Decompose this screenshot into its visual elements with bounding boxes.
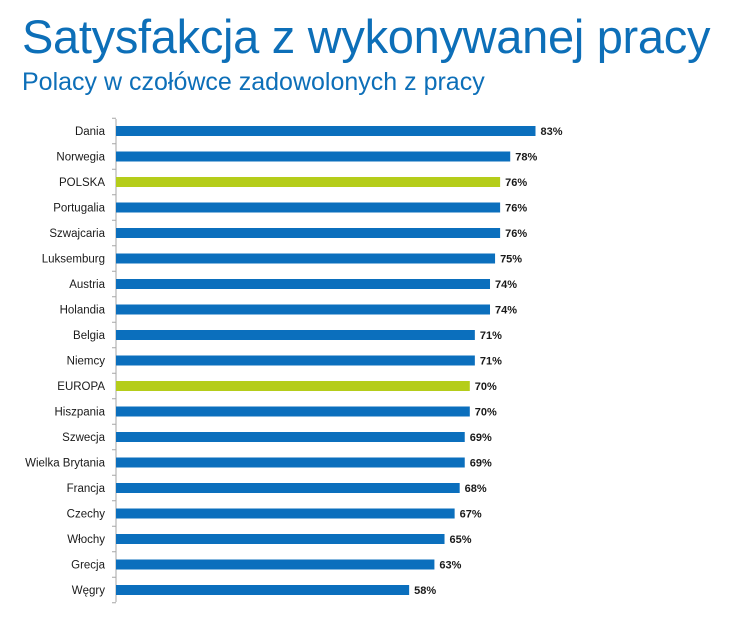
data-label: 76% xyxy=(505,177,527,189)
data-label: 83% xyxy=(540,126,562,138)
bar xyxy=(116,559,435,570)
bar xyxy=(116,457,465,468)
category-label: Szwajcaria xyxy=(49,228,105,240)
data-label: 75% xyxy=(500,254,522,266)
category-label: Grecja xyxy=(71,560,105,572)
category-label: Hiszpania xyxy=(55,407,106,419)
data-label: 70% xyxy=(475,407,497,419)
category-label: Szwecja xyxy=(62,432,105,444)
category-label: Luksemburg xyxy=(42,254,105,266)
data-label: 74% xyxy=(495,279,517,291)
bar xyxy=(116,228,501,238)
bar xyxy=(116,585,410,595)
bar xyxy=(116,330,475,340)
category-label: POLSKA xyxy=(59,177,105,189)
bar xyxy=(116,534,445,544)
bar xyxy=(116,432,465,442)
bar xyxy=(116,406,470,417)
category-label: Belgia xyxy=(73,330,106,342)
bar xyxy=(116,202,501,213)
bar-highlighted xyxy=(116,381,470,391)
bar xyxy=(116,151,511,162)
category-label: Dania xyxy=(75,126,106,138)
data-label: 76% xyxy=(505,228,527,240)
category-label: Włochy xyxy=(67,534,105,546)
category-label: Francja xyxy=(67,483,106,495)
data-label: 68% xyxy=(465,483,487,495)
category-label: Czechy xyxy=(67,509,106,521)
data-label: 74% xyxy=(495,305,517,317)
category-label: Portugalia xyxy=(53,203,105,215)
data-label: 76% xyxy=(505,203,527,215)
data-label: 69% xyxy=(470,458,492,470)
data-label: 70% xyxy=(475,381,497,393)
bar xyxy=(116,253,496,264)
chart-subtitle: Polacy w czołówce zadowolonych z pracy xyxy=(22,68,485,96)
category-label: Austria xyxy=(69,279,105,291)
data-label: 63% xyxy=(439,560,461,572)
data-label: 71% xyxy=(480,356,502,368)
bar xyxy=(116,126,536,136)
category-label: Wielka Brytania xyxy=(25,458,105,470)
data-label: 78% xyxy=(515,152,537,164)
data-label: 58% xyxy=(414,585,436,597)
category-label: Holandia xyxy=(60,305,106,317)
data-label: 67% xyxy=(460,509,482,521)
chart-title: Satysfakcja z wykonywanej pracy xyxy=(22,10,711,63)
bar-highlighted xyxy=(116,177,501,187)
data-label: 65% xyxy=(450,534,472,546)
category-label: Norwegia xyxy=(56,152,105,164)
category-label: EUROPA xyxy=(57,381,105,393)
bar xyxy=(116,483,460,493)
bar xyxy=(116,355,475,366)
bar xyxy=(116,304,491,315)
bar xyxy=(116,279,491,289)
category-label: Niemcy xyxy=(67,356,106,368)
data-label: 69% xyxy=(470,432,492,444)
data-label: 71% xyxy=(480,330,502,342)
category-label: Węgry xyxy=(72,585,105,597)
bar xyxy=(116,508,455,519)
